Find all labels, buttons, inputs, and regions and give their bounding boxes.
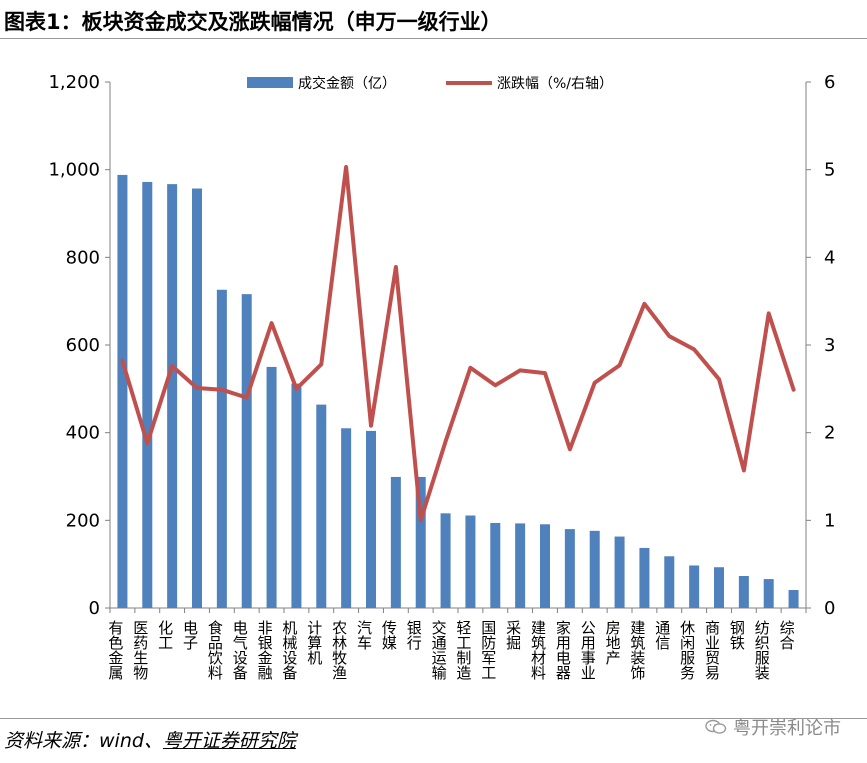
x-category-label: 建筑材料 (529, 620, 547, 680)
bar-1 (117, 174, 128, 608)
x-category-label: 房地产 (604, 620, 622, 665)
bar-21 (614, 536, 625, 608)
bar-28 (788, 590, 799, 608)
bar-4 (192, 188, 202, 608)
legend-bar-swatch (247, 77, 293, 88)
bar-7 (266, 366, 277, 608)
bar-15 (465, 515, 476, 608)
bar-22 (639, 547, 650, 608)
x-category-label: 轻工制造 (454, 620, 472, 681)
legend-bar-label: 成交金额（亿） (298, 75, 396, 92)
wechat-icon (705, 719, 727, 734)
left-tick-label: 600 (66, 335, 100, 356)
footer-divider (0, 718, 867, 719)
bar-16 (490, 522, 501, 608)
right-tick-label: 3 (824, 335, 835, 356)
left-tick-label: 400 (66, 423, 100, 444)
x-category-label: 非银金融 (256, 620, 274, 680)
x-category-label: 电气设备 (231, 620, 249, 680)
x-category-label: 机械设备 (280, 620, 298, 680)
x-category-label: 纺织服装 (753, 620, 771, 680)
x-category-label: 食品饮料 (206, 620, 224, 680)
bar-6 (241, 294, 252, 608)
bar-26 (738, 576, 749, 608)
x-category-label: 有色金属 (106, 620, 124, 680)
watermark-text: 粤开崇利论市 (733, 718, 841, 739)
x-category-label: 交通运输 (430, 619, 448, 680)
x-category-label: 银行 (405, 620, 423, 651)
left-tick-label: 1,000 (48, 160, 100, 181)
bar-3 (167, 184, 178, 609)
bar-10 (341, 428, 352, 608)
x-category-label: 医药生物 (131, 620, 149, 681)
bar-9 (316, 404, 327, 608)
left-tick-label: 800 (66, 247, 100, 268)
right-tick-label: 5 (824, 160, 835, 181)
right-tick-label: 0 (824, 598, 835, 619)
bar-12 (390, 476, 401, 608)
source-note: 资料来源：wind、粤开证券研究院 (4, 726, 296, 753)
right-tick-label: 2 (824, 423, 835, 444)
bar-23 (664, 556, 675, 608)
legend-line-label: 涨跌幅（%/右轴） (497, 76, 613, 92)
x-category-label: 钢铁 (728, 620, 746, 650)
x-category-label: 国防军工 (479, 620, 497, 680)
x-category-label: 商业贸易 (703, 620, 721, 680)
x-category-label: 休闲服务 (678, 620, 696, 681)
x-category-label: 公用事业 (579, 620, 597, 680)
bar-19 (564, 529, 575, 608)
x-category-label: 化工 (156, 620, 174, 650)
x-category-label: 计算机 (305, 620, 323, 666)
chart: 0 200 400 600 800 1,000 1,200 0 1 2 3 4 5 6 有色金属 医药生物 化工… (48, 72, 835, 681)
right-tick-label: 6 (824, 72, 835, 93)
right-tick-label: 4 (824, 247, 835, 268)
right-tick-label: 1 (824, 510, 835, 531)
x-category-label: 汽车 (355, 620, 373, 650)
source-prefix: 资料来源：wind、 (4, 730, 163, 752)
x-category-label: 综合 (778, 620, 796, 650)
x-category-label: 通信 (653, 620, 671, 650)
bar-11 (366, 430, 376, 608)
x-category-label: 传媒 (380, 620, 398, 650)
bar-13 (415, 476, 426, 608)
bar-20 (589, 530, 600, 608)
bar-18 (540, 524, 550, 608)
watermark: 粤开崇利论市 (705, 714, 841, 740)
chart-title: 图表1：板块资金成交及涨跌幅情况（申万一级行业） (4, 10, 502, 34)
change-line (120, 165, 796, 523)
bar-2 (142, 181, 153, 608)
left-tick-label: 200 (66, 510, 100, 531)
bar-17 (515, 523, 526, 608)
left-tick-label: 0 (89, 598, 100, 619)
left-tick-label: 1,200 (48, 72, 100, 93)
bar-25 (714, 567, 724, 608)
bar-14 (440, 513, 451, 608)
x-category-label: 采掘 (504, 620, 522, 651)
bar-5 (216, 289, 227, 608)
bar-27 (763, 579, 774, 608)
bar-8 (291, 383, 302, 608)
bar-24 (689, 565, 700, 608)
x-category-label: 建筑装饰 (628, 620, 646, 680)
x-category-label: 电子 (181, 620, 199, 650)
x-category-label: 农林牧渔 (330, 620, 348, 680)
source-org: 粤开证券研究院 (162, 730, 296, 752)
title-divider (0, 38, 867, 39)
x-category-label: 家用电器 (554, 620, 572, 680)
